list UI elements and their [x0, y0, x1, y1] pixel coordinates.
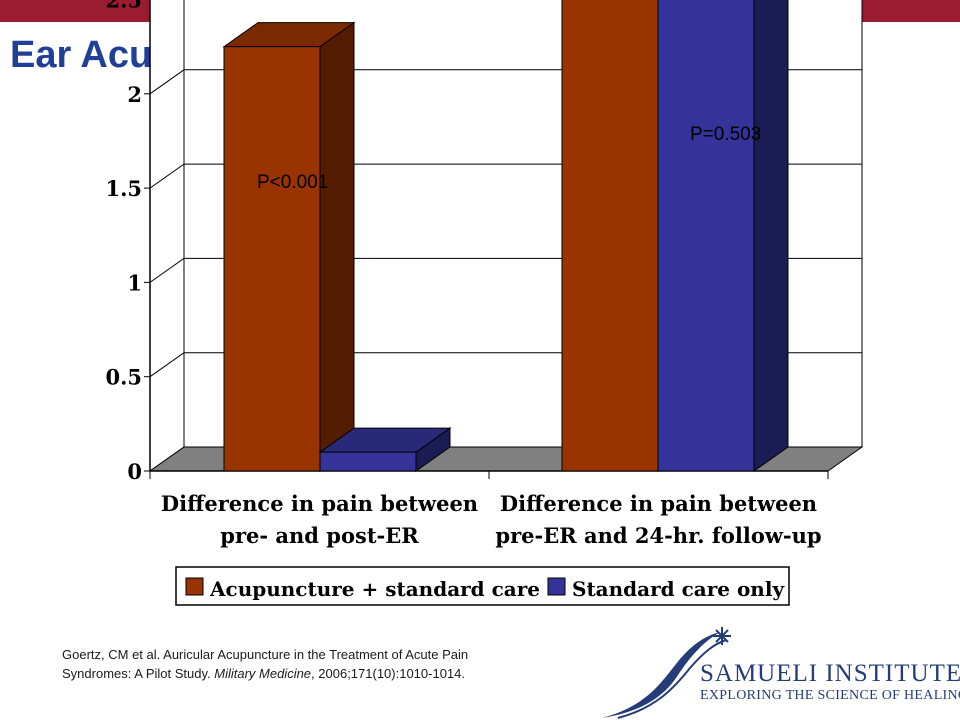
citation-journal: Military Medicine	[214, 666, 312, 681]
bar	[561, 0, 659, 472]
y-tick-label: 2	[127, 82, 142, 107]
bar-side	[753, 0, 789, 472]
y-tick-label: 0	[127, 459, 142, 484]
y-tick-label: 1.5	[105, 176, 142, 201]
bar	[319, 451, 417, 472]
logo-name: SAMUELI INSTITUTE	[700, 660, 960, 687]
bar-side	[319, 21, 355, 472]
legend-label: Standard care only	[572, 577, 785, 601]
y-tick-label: 2.5	[105, 0, 142, 13]
x-tick-label: Difference in pain between	[161, 491, 478, 516]
legend-swatch	[547, 577, 566, 596]
x-tick-label: Difference in pain between	[500, 491, 817, 516]
legend-label: Acupuncture + standard care	[209, 577, 540, 601]
p-value-annotation: P<0.001	[257, 172, 328, 193]
citation-details: , 2006;171(10):1010-1014.	[311, 666, 466, 681]
citation-line-2: Syndromes: A Pilot Study. Military Medic…	[62, 664, 582, 683]
logo-swoosh-icon	[602, 627, 731, 719]
y-tick-label: 0.5	[105, 365, 142, 390]
logo-tagline: EXPLORING THE SCIENCE OF HEALING	[700, 688, 960, 703]
legend-swatch	[185, 577, 204, 596]
y-tick-label: 1	[127, 270, 142, 295]
x-tick-label: pre-ER and 24-hr. follow-up	[495, 523, 821, 548]
citation: Goertz, CM et al. Auricular Acupuncture …	[62, 645, 582, 683]
legend	[175, 566, 790, 606]
x-tick-label: pre- and post-ER	[220, 523, 419, 548]
bar	[657, 0, 755, 472]
citation-text: Syndromes: A Pilot Study.	[62, 666, 215, 681]
p-value-annotation: P=0.503	[690, 124, 761, 145]
bar	[223, 46, 321, 472]
citation-line-1: Goertz, CM et al. Auricular Acupuncture …	[62, 647, 469, 662]
chart-side-wall	[149, 0, 185, 472]
